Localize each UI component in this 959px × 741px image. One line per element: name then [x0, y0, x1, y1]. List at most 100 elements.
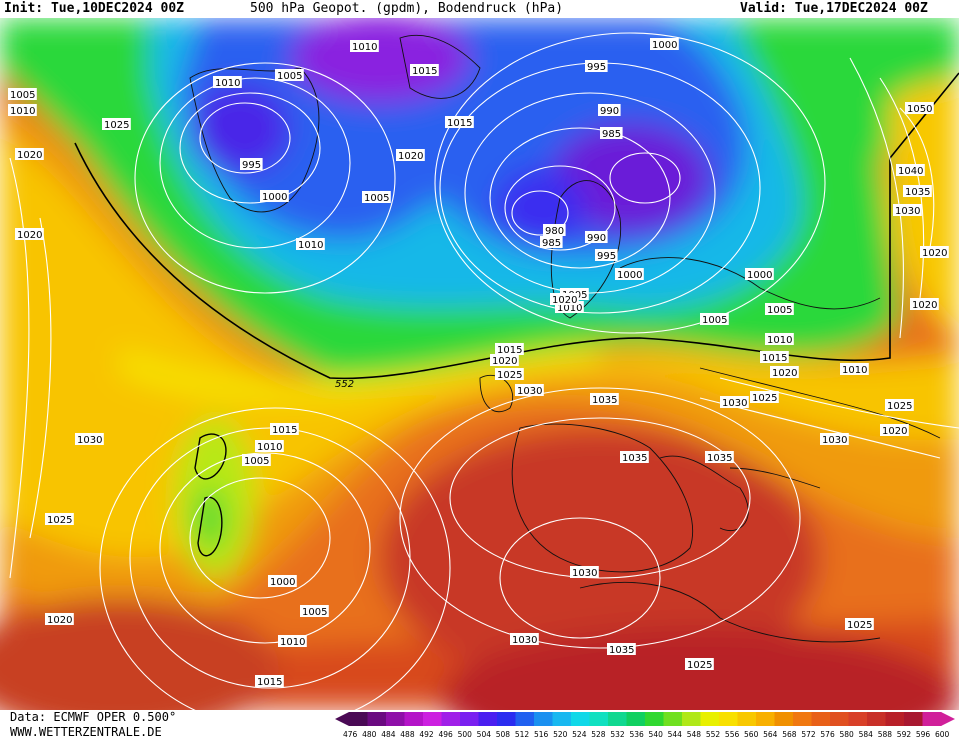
pressure-label-bg — [615, 268, 644, 280]
scale-tick-label: 488 — [400, 730, 415, 739]
pressure-label-bg — [903, 185, 932, 197]
pressure-label-bg — [490, 354, 519, 366]
pressure-label-bg — [765, 333, 794, 345]
scale-tick-label: 512 — [515, 730, 530, 739]
pressure-label-bg — [102, 118, 131, 130]
scale-swatch — [441, 712, 461, 726]
pressure-label-bg — [885, 399, 914, 411]
pressure-label: 1020 — [922, 248, 947, 259]
scale-tick-label: 524 — [572, 730, 587, 739]
pressure-label: 1005 — [10, 90, 35, 101]
pressure-label-bg — [896, 164, 925, 176]
pressure-label-bg — [278, 635, 307, 647]
pressure-label: 1015 — [497, 345, 522, 356]
pressure-label-bg — [650, 38, 679, 50]
pressure-label: 990 — [600, 106, 619, 117]
pressure-label: 1010 — [557, 303, 582, 314]
scale-tick-label: 484 — [381, 730, 396, 739]
scale-swatch — [663, 712, 683, 726]
scale-swatch — [515, 712, 535, 726]
pressure-label: 1030 — [822, 435, 847, 446]
pressure-label: 1025 — [47, 515, 72, 526]
pressure-label: 995 — [242, 160, 261, 171]
pressure-label: 1015 — [447, 118, 472, 129]
color-scale-bar: 476 480 484 488 492 496 500 504 508 512 516 520 524 5… — [335, 712, 955, 739]
scale-swatch — [589, 712, 609, 726]
pressure-label: 1020 — [398, 151, 423, 162]
scale-swatch — [682, 712, 701, 726]
pressure-label: 1015 — [272, 425, 297, 436]
pressure-label-bg — [595, 249, 618, 261]
scale-swatch — [885, 712, 905, 726]
pressure-label-bg — [760, 351, 789, 363]
pressure-label: 1005 — [767, 305, 792, 316]
scale-swatch — [386, 712, 405, 726]
pressure-label: 1015 — [762, 353, 787, 364]
pressure-label-bg — [910, 298, 939, 310]
scale-tick-label: 572 — [801, 730, 816, 739]
scale-swatch — [423, 712, 442, 726]
pressure-label-bg — [920, 246, 949, 258]
pressure-label-bg — [685, 658, 714, 670]
pressure-label: 1010 — [842, 365, 867, 376]
pressure-label-bg — [765, 303, 794, 315]
scale-tick-label: 544 — [668, 730, 683, 739]
scale-tick-label: 496 — [438, 730, 453, 739]
scale-swatch — [774, 712, 794, 726]
scale-arrow-left — [335, 712, 349, 726]
pressure-label: 1020 — [772, 368, 797, 379]
pressure-label: 1025 — [887, 401, 912, 412]
scale-swatch — [349, 712, 368, 726]
pressure-label-bg — [510, 633, 539, 645]
pressure-label: 1035 — [622, 453, 647, 464]
pressure-label: 1005 — [364, 193, 389, 204]
scale-tick-label: 540 — [649, 730, 664, 739]
pressure-label-bg — [750, 391, 779, 403]
cutoff-low-contour — [194, 433, 227, 480]
scale-arrow-right — [941, 712, 955, 726]
pressure-label-bg — [445, 116, 474, 128]
pressure-label: 1010 — [257, 442, 282, 453]
scale-swatch — [460, 712, 479, 726]
pressure-label-bg — [607, 643, 636, 655]
scale-tick-label: 592 — [897, 730, 912, 739]
pressure-label-bg — [270, 423, 299, 435]
pressure-label-bg — [840, 363, 869, 375]
pressure-label: 980 — [545, 226, 564, 237]
scale-tick-label: 600 — [935, 730, 950, 739]
pressure-label-bg — [905, 102, 934, 114]
pressure-label: 1010 — [280, 637, 305, 648]
scale-swatch — [922, 712, 942, 726]
pressure-label: 1005 — [277, 71, 302, 82]
pressure-label: 1010 — [10, 106, 35, 117]
scale-swatch — [497, 712, 516, 726]
isobars — [9, 32, 959, 710]
scale-swatch — [645, 712, 664, 726]
pressure-label-bg — [893, 204, 922, 216]
scale-tick-label: 548 — [687, 730, 702, 739]
pressure-label-bg — [590, 393, 619, 405]
init-time: Init: Tue,10DEC2024 00Z — [4, 1, 185, 16]
pressure-label: 995 — [597, 251, 616, 262]
pressure-label-bg — [720, 396, 749, 408]
pressure-label: 1020 — [17, 150, 42, 161]
pressure-label-bg — [396, 149, 425, 161]
pressure-label-bg — [620, 451, 649, 463]
pressure-label-bg — [8, 88, 37, 100]
scale-tick-label: 528 — [591, 730, 606, 739]
scale-tick-label: 584 — [859, 730, 874, 739]
pressure-label: 1025 — [847, 620, 872, 631]
pressure-label-bg — [8, 104, 37, 116]
scale-swatch — [478, 712, 498, 726]
pressure-label: 1000 — [617, 270, 642, 281]
footer: Data: ECMWF OPER 0.500° WWW.WETTERZENTRA… — [0, 710, 959, 741]
pressure-label: 1015 — [412, 66, 437, 77]
pressure-label: 1035 — [609, 645, 634, 656]
scale-swatch — [904, 712, 923, 726]
pressure-label: 1020 — [552, 295, 577, 306]
pressure-label-bg — [15, 228, 44, 240]
pressure-label-bg — [745, 268, 774, 280]
pressure-label-bg — [242, 454, 271, 466]
scale-tick-label: 576 — [820, 730, 835, 739]
pressure-label: 990 — [587, 233, 606, 244]
